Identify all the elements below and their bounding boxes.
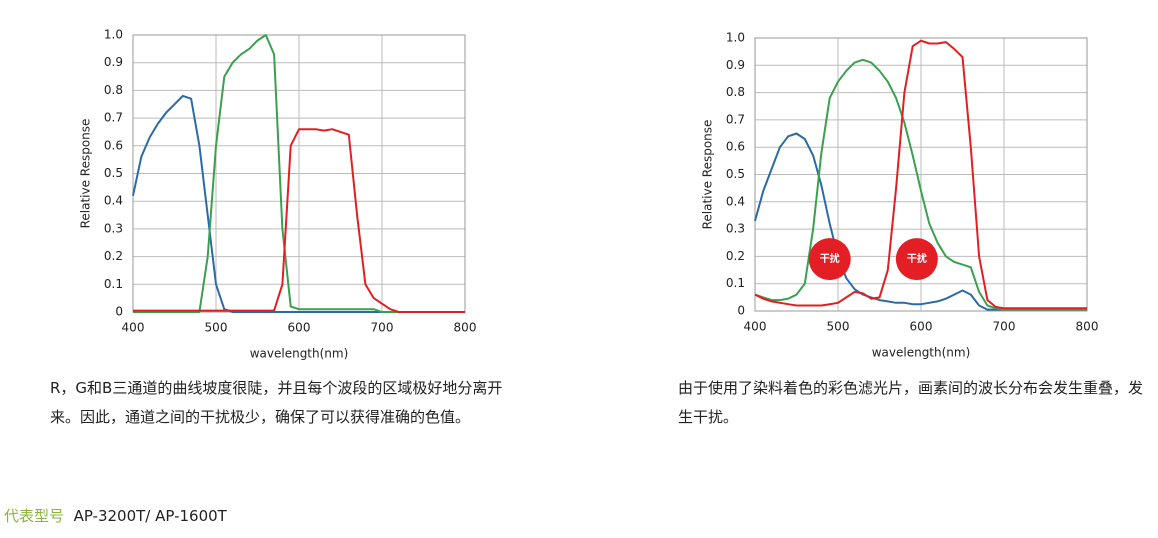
y-tick-label: 0.3 xyxy=(104,221,123,235)
y-tick-label: 0.2 xyxy=(104,249,123,263)
y-tick-label: 0 xyxy=(115,305,123,319)
y-tick-label: 0.8 xyxy=(726,85,745,99)
x-tick-label: 500 xyxy=(827,320,850,334)
y-tick-label: 0.4 xyxy=(104,194,123,208)
y-tick-label: 0.3 xyxy=(726,222,745,236)
x-tick-label: 600 xyxy=(288,321,311,335)
y-tick-label: 0.1 xyxy=(104,277,123,291)
footer: 代表型号 AP-3200T/ AP-1600T xyxy=(4,505,227,526)
y-tick-label: 0.8 xyxy=(104,83,123,97)
annotation-marker xyxy=(808,238,851,281)
y-axis-label: Relative Response xyxy=(79,119,93,229)
series-line xyxy=(754,58,1087,311)
y-tick-label: 0.9 xyxy=(726,58,745,72)
y-tick-label: 0.6 xyxy=(726,140,745,154)
annotation-marker xyxy=(895,238,938,281)
x-tick-label: 800 xyxy=(454,321,477,335)
annotation-label: 干扰 xyxy=(907,252,927,265)
models: AP-3200T/ AP-1600T xyxy=(73,507,227,525)
caption: 由于使用了染料着色的彩色滤光片，画素间的波长分布会发生重叠，发生干扰。 xyxy=(678,379,1144,426)
x-tick-label: 600 xyxy=(910,320,933,334)
y-tick-label: 0.7 xyxy=(104,111,123,125)
x-tick-label: 700 xyxy=(371,321,394,335)
x-tick-label: 800 xyxy=(1076,320,1099,334)
x-tick-label: 400 xyxy=(122,321,145,335)
plot-frame xyxy=(754,37,1088,312)
x-axis-label: wavelength(nm) xyxy=(872,346,971,360)
series-line xyxy=(754,39,1087,310)
x-tick-label: 700 xyxy=(993,320,1016,334)
footer-label: 代表型号 xyxy=(4,507,65,525)
x-axis-label: wavelength(nm) xyxy=(250,347,349,361)
y-tick-label: 0 xyxy=(737,304,745,318)
y-tick-label: 1.0 xyxy=(726,31,745,45)
y-tick-label: 0.9 xyxy=(104,55,123,69)
caption: R，G和B三通道的曲线坡度很陡，并且每个波段的区域极好地分离开来。因此，通道之间… xyxy=(50,379,503,426)
x-tick-label: 400 xyxy=(744,320,767,334)
y-tick-label: 0.1 xyxy=(726,276,745,290)
y-tick-label: 0.2 xyxy=(726,249,745,263)
annotation-label: 干扰 xyxy=(820,252,840,265)
y-tick-label: 0.4 xyxy=(726,194,745,208)
y-axis-label: Relative Response xyxy=(701,120,715,230)
y-tick-label: 1.0 xyxy=(104,28,123,42)
series-line xyxy=(133,128,465,313)
x-tick-label: 500 xyxy=(205,321,228,335)
y-tick-label: 0.6 xyxy=(104,138,123,152)
y-tick-label: 0.5 xyxy=(104,166,123,180)
y-tick-label: 0.5 xyxy=(726,167,745,181)
y-tick-label: 0.7 xyxy=(726,112,745,126)
